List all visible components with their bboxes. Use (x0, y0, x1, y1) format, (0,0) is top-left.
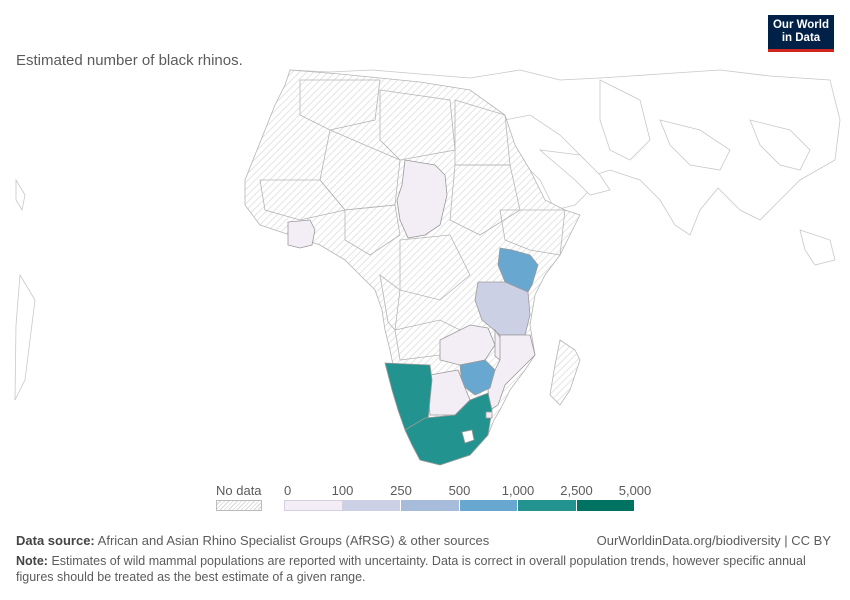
legend-no-data-swatch[interactable] (216, 500, 262, 511)
legend-bin-2[interactable] (401, 500, 460, 511)
legend-no-data-label: No data (216, 483, 262, 498)
legend: No data 0 100 250 500 1,000 2,500 5,000 (0, 478, 850, 518)
legend-tick-label: 500 (448, 483, 471, 498)
outline-countries (14, 69, 841, 401)
country-eswatini[interactable] (485, 411, 493, 419)
legend-tick-label: 0 (284, 483, 292, 498)
note-label: Note: (16, 554, 48, 568)
note-text: Estimates of wild mammal populations are… (16, 554, 806, 584)
legend-bin-0[interactable] (284, 500, 343, 511)
chart-subtitle: Estimated number of black rhinos. (16, 52, 243, 69)
legend-tick-label: 250 (390, 483, 412, 498)
country-lesotho (461, 429, 475, 444)
data-source-label: Data source: (16, 533, 95, 548)
legend-bin-3[interactable] (459, 500, 518, 511)
legend-bin-4[interactable] (518, 500, 577, 511)
legend-tick-label: 100 (331, 483, 354, 498)
africa-data-countries[interactable] (287, 159, 539, 466)
data-source: Data source: African and Asian Rhino Spe… (16, 533, 489, 548)
choropleth-map (14, 69, 841, 466)
legend-tick-label: 1,000 (501, 483, 535, 498)
note: Note: Estimates of wild mammal populatio… (16, 553, 806, 585)
source-url-link[interactable]: OurWorldinData.org/biodiversity | CC BY (596, 533, 831, 548)
legend-bin-1[interactable] (342, 500, 401, 511)
owid-logo[interactable]: Our World in Data (768, 15, 834, 52)
country-ivory-coast[interactable] (287, 219, 316, 249)
country-mozambique[interactable] (487, 334, 536, 411)
country-chad[interactable] (396, 159, 448, 239)
legend-tick-label: 5,000 (618, 483, 652, 498)
country-south-africa[interactable] (404, 392, 493, 466)
data-source-text: African and Asian Rhino Specialist Group… (97, 533, 490, 548)
country-zambia[interactable] (439, 324, 496, 366)
legend-bin-5[interactable] (576, 500, 635, 511)
legend-tick-label: 2,500 (560, 483, 593, 498)
logo-line-1: Our World (772, 19, 829, 31)
logo-line-2: in Data (781, 32, 821, 44)
country-kenya[interactable] (497, 247, 539, 293)
